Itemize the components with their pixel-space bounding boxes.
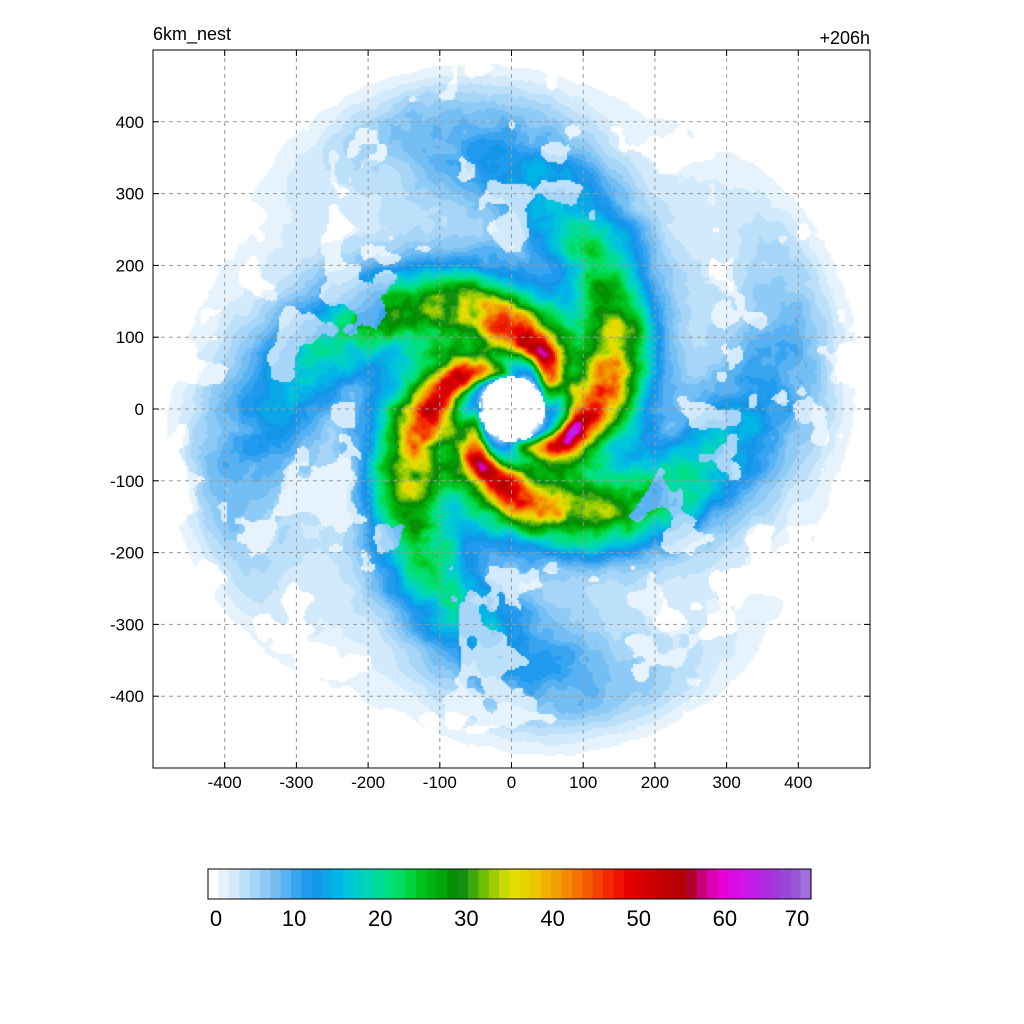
y-tick-label: -200 [110, 544, 144, 563]
colorbar-swatch [467, 869, 479, 899]
colorbar-swatch [259, 869, 271, 899]
colorbar-swatch [696, 869, 708, 899]
x-tick-label: -200 [351, 773, 385, 792]
colorbar-swatch [509, 869, 521, 899]
colorbar-swatch [800, 869, 812, 899]
colorbar-swatch [208, 869, 219, 899]
colorbar-swatch [623, 869, 635, 899]
chart-title-left: 6km_nest [153, 24, 231, 45]
colorbar-swatch [291, 869, 303, 899]
colorbar-tick-label: 50 [626, 906, 650, 931]
x-tick-label: -300 [279, 773, 313, 792]
colorbar-tick-label: 60 [713, 906, 737, 931]
colorbar-swatch [415, 869, 427, 899]
colorbar-swatch [686, 869, 698, 899]
colorbar-swatch [249, 869, 261, 899]
y-tick-label: -100 [110, 472, 144, 491]
colorbar-swatch [478, 869, 490, 899]
colorbar-swatch [311, 869, 323, 899]
colorbar-swatch [457, 869, 469, 899]
colorbar-swatch [447, 869, 459, 899]
colorbar-tick-label: 20 [368, 906, 392, 931]
colorbar-swatch [738, 869, 750, 899]
colorbar-swatch [499, 869, 511, 899]
x-tick-label: 0 [507, 773, 516, 792]
colorbar [208, 869, 812, 899]
colorbar-swatch [519, 869, 531, 899]
colorbar-tick-label: 70 [785, 906, 809, 931]
colorbar-swatch [530, 869, 542, 899]
colorbar-swatch [353, 869, 365, 899]
colorbar-swatch [332, 869, 344, 899]
colorbar-swatch [769, 869, 781, 899]
colorbar-swatch [405, 869, 417, 899]
colorbar-tick-label: 40 [540, 906, 564, 931]
colorbar-tick-label: 30 [454, 906, 478, 931]
colorbar-swatch [395, 869, 407, 899]
colorbar-swatch [374, 869, 386, 899]
colorbar-swatch [301, 869, 313, 899]
colorbar-swatch [634, 869, 646, 899]
colorbar-swatch [779, 869, 791, 899]
colorbar-swatch [218, 869, 230, 899]
colorbar-swatch [613, 869, 625, 899]
colorbar-swatch [644, 869, 656, 899]
colorbar-swatch [363, 869, 375, 899]
colorbar-swatch [707, 869, 719, 899]
y-tick-label: 0 [135, 400, 144, 419]
colorbar-swatch [790, 869, 802, 899]
colorbar-swatch [665, 869, 677, 899]
x-tick-label: 100 [569, 773, 597, 792]
chart-title-right: +206h [819, 28, 870, 48]
colorbar-swatch [384, 869, 396, 899]
colorbar-swatch [540, 869, 552, 899]
colorbar-swatch [426, 869, 438, 899]
colorbar-swatch [603, 869, 615, 899]
colorbar-tick-label: 0 [210, 906, 222, 931]
x-tick-label: 400 [784, 773, 812, 792]
colorbar-swatch [322, 869, 334, 899]
colorbar-swatch [551, 869, 563, 899]
colorbar-swatch [228, 869, 240, 899]
x-tick-label: -400 [208, 773, 242, 792]
colorbar-swatch [343, 869, 355, 899]
y-tick-label: 300 [116, 185, 144, 204]
colorbar-swatch [561, 869, 573, 899]
colorbar-swatch [748, 869, 760, 899]
colorbar-swatch [582, 869, 594, 899]
colorbar-swatch [655, 869, 667, 899]
colorbar-swatch [488, 869, 500, 899]
x-tick-label: 200 [641, 773, 669, 792]
colorbar-swatch [592, 869, 604, 899]
colorbar-swatch [727, 869, 739, 899]
colorbar-ticks: 0 10 20 30 40 50 60 70 [210, 906, 809, 931]
colorbar-frame [207, 868, 812, 900]
y-tick-label: -400 [110, 687, 144, 706]
y-tick-label: 100 [116, 328, 144, 347]
wind-field-heatmap [153, 50, 870, 768]
colorbar-tick-label: 10 [282, 906, 306, 931]
colorbar-swatch [717, 869, 729, 899]
colorbar-swatch [436, 869, 448, 899]
x-axis: -400 -300 -200 -100 0 100 200 300 400 [208, 50, 812, 792]
y-axis: 400 300 200 100 0 -100 -200 -300 -400 [110, 113, 870, 706]
colorbar-swatch [571, 869, 583, 899]
colorbar-swatch [270, 869, 282, 899]
y-tick-label: -300 [110, 615, 144, 634]
y-tick-label: 200 [116, 256, 144, 275]
colorbar-swatch [280, 869, 292, 899]
x-tick-label: 300 [712, 773, 740, 792]
colorbar-swatch [239, 869, 251, 899]
colorbar-swatch [675, 869, 687, 899]
x-tick-label: -100 [423, 773, 457, 792]
colorbar-swatch [759, 869, 771, 899]
y-tick-label: 400 [116, 113, 144, 132]
